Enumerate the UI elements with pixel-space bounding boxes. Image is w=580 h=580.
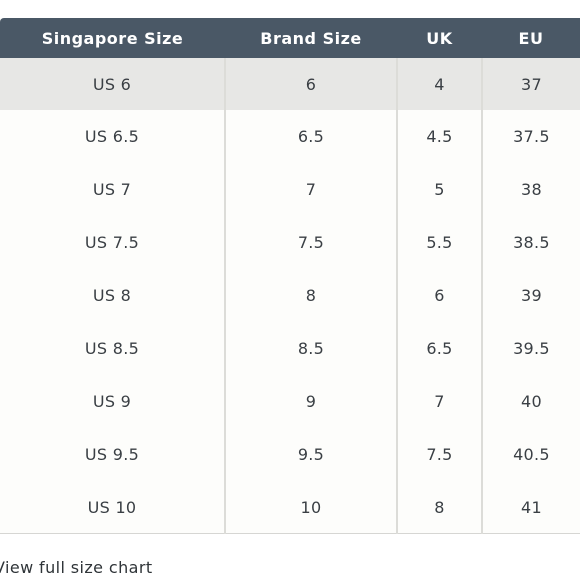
cell-singapore-size: US 8.5 <box>84 339 140 358</box>
header-row: Singapore Size Brand Size UK EU <box>0 18 580 58</box>
header-brand-size: Brand Size <box>225 18 397 58</box>
cell-eu: 37 <box>481 58 580 110</box>
cell-brand-size: 6 <box>224 58 397 110</box>
cell-uk: 5 <box>396 163 482 216</box>
header-eu: EU <box>482 18 580 58</box>
view-full-size-chart-link[interactable]: View full size chart <box>0 558 153 577</box>
size-chart-header: Singapore Size Brand Size UK EU <box>0 18 580 58</box>
cell-brand-size: 7 <box>224 163 397 216</box>
cell-eu: 39.5 <box>481 322 580 375</box>
size-chart-table: Singapore Size Brand Size UK EU US 6 6 4… <box>0 18 580 534</box>
cell-brand-size: 8.5 <box>224 322 397 375</box>
table-row[interactable]: US 8 8 6 39 <box>0 269 580 322</box>
table-row[interactable]: US 7 7 5 38 <box>0 163 580 216</box>
cell-singapore-size: US 6.5 <box>84 127 140 146</box>
size-chart-table-container: Singapore Size Brand Size UK EU US 6 6 4… <box>0 18 580 534</box>
cell-uk: 7 <box>396 375 482 428</box>
table-row[interactable]: US 9.5 9.5 7.5 40.5 <box>0 428 580 481</box>
header-singapore-size: Singapore Size <box>0 18 225 58</box>
cell-brand-size: 7.5 <box>224 216 397 269</box>
cell-eu: 40.5 <box>481 428 580 481</box>
table-row[interactable]: US 10 10 8 41 <box>0 481 580 534</box>
cell-eu: 40 <box>481 375 580 428</box>
header-uk: UK <box>397 18 482 58</box>
cell-eu: 39 <box>481 269 580 322</box>
size-chart-body: US 6 6 4 37 US 6.5 6.5 4.5 37.5 US 7 7 5… <box>0 58 580 534</box>
cell-eu: 38.5 <box>481 216 580 269</box>
cell-uk: 8 <box>396 481 482 534</box>
cell-uk: 4.5 <box>396 110 482 163</box>
cell-brand-size: 9.5 <box>224 428 397 481</box>
cell-eu: 37.5 <box>481 110 580 163</box>
cell-uk: 6.5 <box>396 322 482 375</box>
cell-uk: 6 <box>396 269 482 322</box>
cell-uk: 4 <box>396 58 482 110</box>
cell-singapore-size: US 7.5 <box>84 233 140 252</box>
cell-eu: 38 <box>481 163 580 216</box>
cell-brand-size: 6.5 <box>224 110 397 163</box>
table-row-selected[interactable]: US 6 6 4 37 <box>0 58 580 110</box>
table-row[interactable]: US 8.5 8.5 6.5 39.5 <box>0 322 580 375</box>
cell-brand-size: 9 <box>224 375 397 428</box>
table-row[interactable]: US 6.5 6.5 4.5 37.5 <box>0 110 580 163</box>
cell-singapore-size: US 6 <box>0 58 225 110</box>
cell-eu: 41 <box>481 481 580 534</box>
cell-singapore-size: US 9.5 <box>84 445 140 464</box>
cell-brand-size: 10 <box>224 481 397 534</box>
cell-singapore-size: US 7 <box>92 180 132 199</box>
cell-uk: 5.5 <box>396 216 482 269</box>
cell-singapore-size: US 9 <box>92 392 132 411</box>
cell-singapore-size: US 8 <box>92 286 132 305</box>
cell-singapore-size: US 10 <box>87 498 137 517</box>
cell-uk: 7.5 <box>396 428 482 481</box>
table-row[interactable]: US 7.5 7.5 5.5 38.5 <box>0 216 580 269</box>
table-row[interactable]: US 9 9 7 40 <box>0 375 580 428</box>
cell-brand-size: 8 <box>224 269 397 322</box>
